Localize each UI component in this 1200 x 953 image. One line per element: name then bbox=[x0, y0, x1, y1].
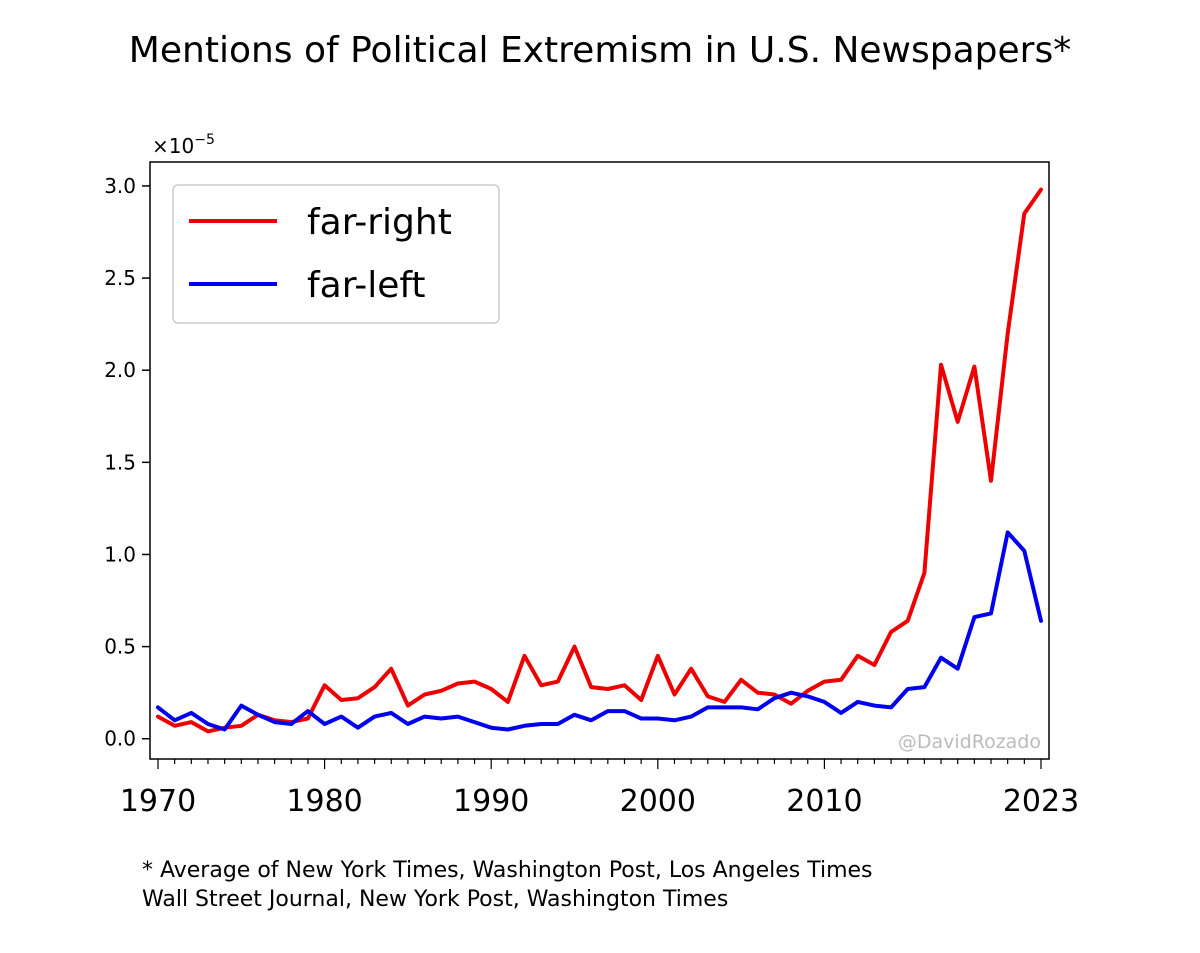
x-tick-label: 1990 bbox=[453, 784, 529, 819]
y-tick-label: 2.5 bbox=[104, 266, 136, 290]
y-tick-label: 2.0 bbox=[104, 358, 136, 382]
watermark: @DavidRozado bbox=[898, 731, 1041, 753]
legend-label-far-right: far-right bbox=[307, 202, 452, 243]
x-tick-label: 2023 bbox=[1003, 784, 1079, 819]
series-line-far-left bbox=[156, 530, 1043, 732]
plot-frame bbox=[149, 161, 1050, 760]
y-tick-label: 0.0 bbox=[104, 727, 136, 751]
legend-label-far-left: far-left bbox=[307, 265, 426, 306]
y-tick-label: 1.0 bbox=[104, 542, 136, 566]
footnote-line-1: * Average of New York Times, Washington … bbox=[142, 858, 873, 883]
series-line-far-right bbox=[156, 187, 1043, 734]
x-tick-label: 2010 bbox=[786, 784, 862, 819]
plot-area: 0.0 0.5 1.0 1.5 2.0 2.5 3.0 ×10−5 1970 1980 1990 20… bbox=[104, 132, 1079, 819]
x-tick-label: 1980 bbox=[286, 784, 362, 819]
x-tick-label: 2000 bbox=[620, 784, 696, 819]
chart-title: Mentions of Political Extremism in U.S. … bbox=[128, 30, 1072, 71]
footnote: * Average of New York Times, Washington … bbox=[142, 856, 873, 914]
y-tick-label: 0.5 bbox=[104, 635, 136, 659]
y-tick-label: 3.0 bbox=[104, 174, 136, 198]
y-tick-label: 1.5 bbox=[104, 450, 136, 474]
x-tick-label: 1970 bbox=[120, 784, 196, 819]
y-multiplier-label: ×10−5 bbox=[152, 132, 215, 158]
y-exponent: −5 bbox=[194, 132, 215, 148]
footnote-line-2: Wall Street Journal, New York Post, Wash… bbox=[142, 887, 729, 912]
